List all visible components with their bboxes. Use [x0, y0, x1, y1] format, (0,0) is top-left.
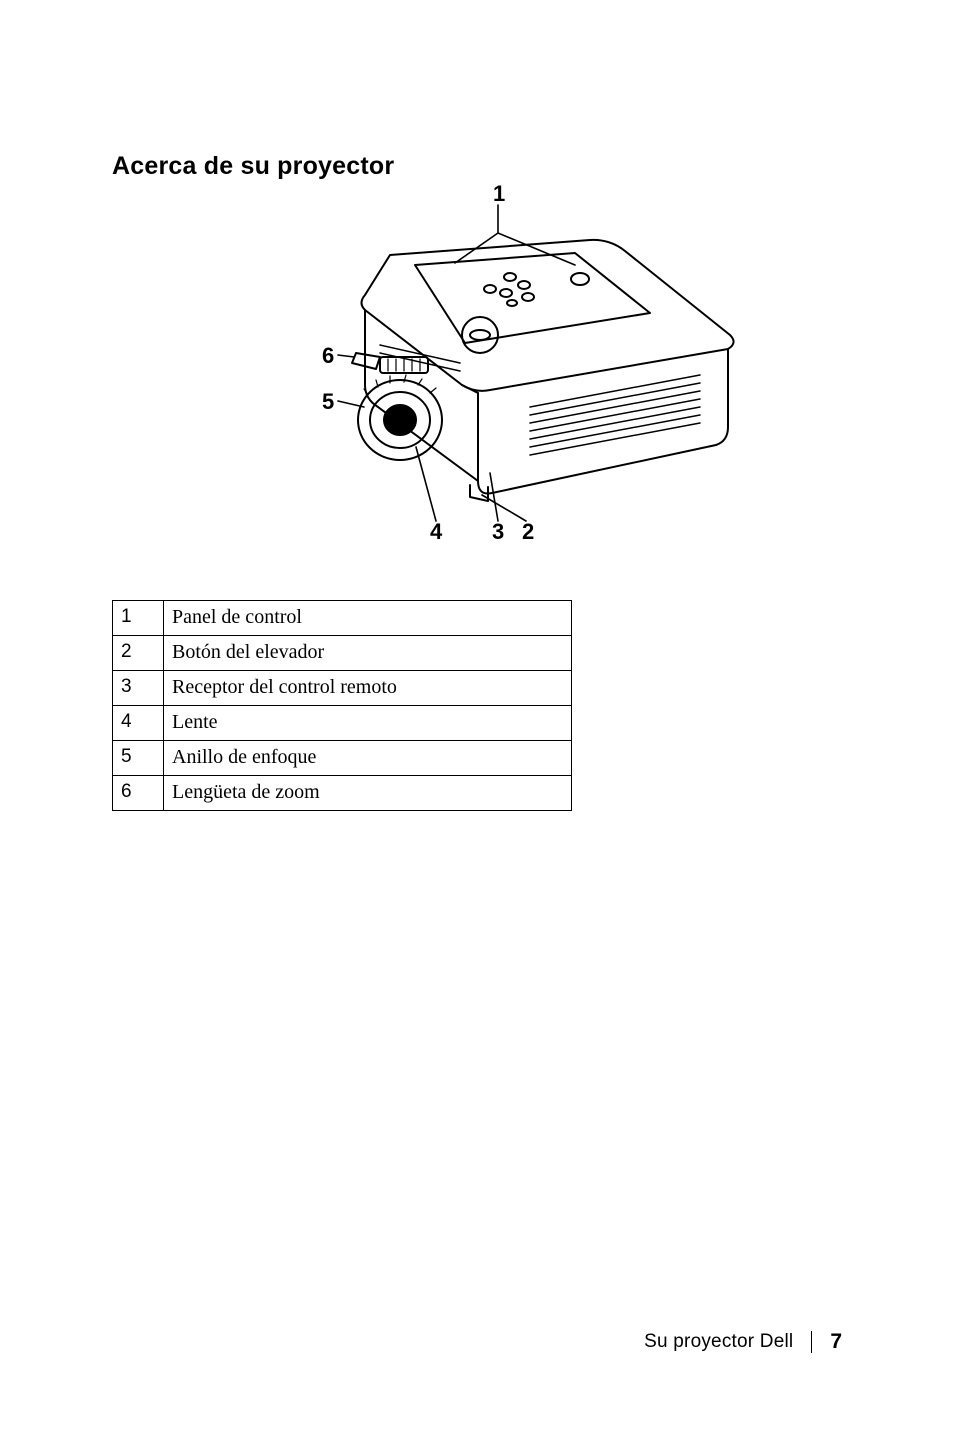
part-number: 2 [113, 636, 164, 671]
part-desc: Botón del elevador [164, 636, 572, 671]
table-row: 6 Lengüeta de zoom [113, 776, 572, 811]
part-number: 6 [113, 776, 164, 811]
part-number: 3 [113, 671, 164, 706]
table-row: 5 Anillo de enfoque [113, 741, 572, 776]
callout-2: 2 [522, 519, 534, 544]
parts-table: 1 Panel de control 2 Botón del elevador … [112, 600, 572, 811]
table-row: 3 Receptor del control remoto [113, 671, 572, 706]
callout-3: 3 [492, 519, 504, 544]
part-desc: Receptor del control remoto [164, 671, 572, 706]
page: Acerca de su proyector [0, 0, 954, 1432]
part-desc: Panel de control [164, 601, 572, 636]
part-number: 1 [113, 601, 164, 636]
part-number: 4 [113, 706, 164, 741]
page-footer: Su proyector Dell 7 [644, 1330, 842, 1354]
callout-6: 6 [322, 343, 334, 368]
part-desc: Anillo de enfoque [164, 741, 572, 776]
table-row: 4 Lente [113, 706, 572, 741]
footer-pagenumber: 7 [830, 1330, 842, 1354]
callout-1: 1 [493, 185, 505, 206]
footer-label: Su proyector Dell [644, 1331, 793, 1353]
table-row: 1 Panel de control [113, 601, 572, 636]
part-number: 5 [113, 741, 164, 776]
part-desc: Lengüeta de zoom [164, 776, 572, 811]
footer-separator [811, 1331, 812, 1353]
part-desc: Lente [164, 706, 572, 741]
callout-5: 5 [322, 389, 334, 414]
table-row: 2 Botón del elevador [113, 636, 572, 671]
callout-4: 4 [430, 519, 443, 544]
section-heading: Acerca de su proyector [112, 152, 394, 181]
projector-figure: 1 2 3 4 5 6 [230, 185, 750, 545]
